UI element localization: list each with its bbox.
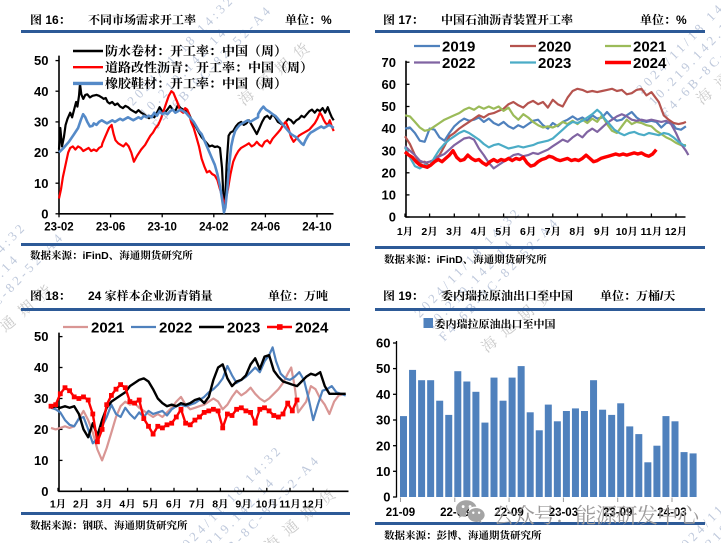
- svg-text:30: 30: [34, 391, 48, 406]
- svg-text:30: 30: [382, 143, 396, 158]
- svg-text:10: 10: [34, 176, 48, 191]
- svg-text:2月: 2月: [73, 499, 89, 511]
- svg-text:防水卷材：开工率：中国（周）: 防水卷材：开工率：中国（周）: [105, 41, 287, 60]
- svg-text:11月: 11月: [279, 499, 301, 511]
- svg-text:70: 70: [382, 55, 396, 70]
- svg-text:12月: 12月: [665, 226, 687, 238]
- svg-text:40: 40: [376, 387, 390, 402]
- svg-text:4月: 4月: [119, 499, 135, 511]
- svg-text:20: 20: [382, 165, 396, 180]
- svg-text:24-06: 24-06: [251, 222, 280, 234]
- svg-text:24-03: 24-03: [657, 507, 686, 519]
- svg-text:12月: 12月: [302, 499, 324, 511]
- svg-text:40: 40: [34, 360, 48, 375]
- svg-text:30: 30: [376, 413, 390, 428]
- svg-text:5月: 5月: [143, 499, 159, 511]
- svg-text:6月: 6月: [520, 226, 536, 238]
- svg-text:30: 30: [34, 115, 48, 130]
- svg-text:20: 20: [34, 422, 48, 437]
- svg-text:2021: 2021: [633, 39, 666, 56]
- svg-text:6月: 6月: [166, 499, 182, 511]
- svg-text:0: 0: [383, 490, 390, 505]
- svg-text:24-02: 24-02: [199, 222, 228, 234]
- svg-text:23-02: 23-02: [44, 222, 73, 234]
- svg-text:2022: 2022: [159, 320, 192, 337]
- svg-text:1月: 1月: [50, 499, 66, 511]
- svg-text:0: 0: [41, 206, 48, 221]
- svg-text:20: 20: [376, 438, 390, 453]
- svg-text:23-10: 23-10: [147, 222, 176, 234]
- svg-text:11月: 11月: [641, 226, 663, 238]
- svg-text:橡胶鞋材：开工率：中国（周）: 橡胶鞋材：开工率：中国（周）: [105, 73, 287, 92]
- svg-text:7月: 7月: [189, 499, 205, 511]
- svg-text:40: 40: [34, 84, 48, 99]
- svg-text:道路改性沥青：开工率：中国（周）: 道路改性沥青：开工率：中国（周）: [105, 57, 313, 76]
- svg-text:50: 50: [382, 99, 396, 114]
- svg-text:10: 10: [382, 188, 396, 203]
- svg-text:2024: 2024: [633, 55, 667, 72]
- svg-text:24-10: 24-10: [302, 222, 331, 234]
- svg-text:4月: 4月: [471, 226, 487, 238]
- svg-text:2020: 2020: [538, 39, 571, 56]
- svg-text:23-03: 23-03: [549, 507, 578, 519]
- svg-text:10: 10: [34, 453, 48, 468]
- svg-text:10月: 10月: [616, 226, 638, 238]
- svg-text:7月: 7月: [545, 226, 561, 238]
- svg-text:8月: 8月: [569, 226, 585, 238]
- svg-text:23-06: 23-06: [96, 222, 125, 234]
- svg-text:50: 50: [376, 361, 390, 376]
- svg-text:2022: 2022: [442, 55, 475, 72]
- svg-text:2024: 2024: [295, 320, 329, 337]
- svg-text:10: 10: [376, 464, 390, 479]
- svg-text:60: 60: [376, 336, 390, 351]
- svg-text:0: 0: [389, 210, 396, 225]
- svg-text:2月: 2月: [421, 226, 437, 238]
- svg-text:9月: 9月: [235, 499, 251, 511]
- svg-text:23-09: 23-09: [603, 507, 632, 519]
- svg-text:5月: 5月: [495, 226, 511, 238]
- svg-text:22-09: 22-09: [494, 507, 523, 519]
- svg-text:3月: 3月: [96, 499, 112, 511]
- svg-text:1月: 1月: [397, 226, 413, 238]
- svg-text:50: 50: [34, 53, 48, 68]
- svg-text:8月: 8月: [212, 499, 228, 511]
- svg-text:2019: 2019: [442, 39, 475, 56]
- svg-text:2023: 2023: [538, 55, 571, 72]
- svg-text:10月: 10月: [256, 499, 278, 511]
- svg-text:20: 20: [34, 145, 48, 160]
- svg-text:委内瑞拉原油出口至中国: 委内瑞拉原油出口至中国: [435, 316, 556, 332]
- svg-text:0: 0: [41, 484, 48, 499]
- svg-text:2021: 2021: [91, 320, 124, 337]
- svg-text:40: 40: [382, 121, 396, 136]
- svg-text:9月: 9月: [594, 226, 610, 238]
- svg-text:2023: 2023: [227, 320, 260, 337]
- svg-text:60: 60: [382, 77, 396, 92]
- svg-text:3月: 3月: [446, 226, 462, 238]
- svg-text:21-09: 21-09: [386, 507, 415, 519]
- svg-text:50: 50: [34, 329, 48, 344]
